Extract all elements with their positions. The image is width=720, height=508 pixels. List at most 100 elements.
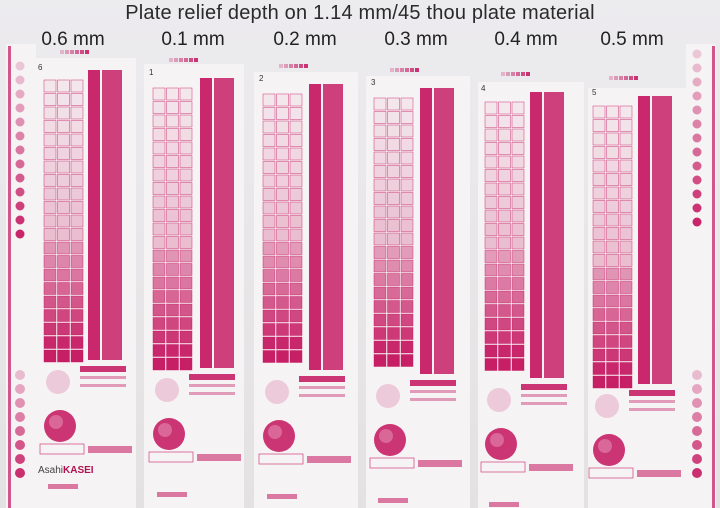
tone-cell [179, 357, 193, 371]
tone-cell [70, 336, 84, 349]
tone-cell [498, 196, 511, 209]
tone-cell [152, 141, 166, 155]
tone-cell [400, 273, 414, 286]
tone-cell [606, 132, 619, 146]
label-line [629, 408, 675, 411]
rosette-highlight [49, 415, 63, 429]
tone-bar-wide [214, 78, 234, 368]
header-swatch [80, 50, 84, 54]
tone-cell [262, 242, 276, 255]
tone-cell [57, 201, 70, 214]
tone-cell [498, 263, 511, 277]
header-swatch [405, 68, 409, 72]
tone-cell [262, 282, 276, 296]
tone-cell [179, 344, 193, 357]
tone-cell [289, 93, 303, 107]
tone-cell [511, 250, 525, 263]
tone-cell [57, 106, 70, 120]
tone-cell [484, 277, 498, 290]
tone-cell [592, 132, 606, 146]
plate-number-1: 1 [149, 68, 154, 77]
scale-strip [480, 461, 526, 473]
plate-number-3: 3 [371, 78, 376, 87]
tone-cell [619, 254, 633, 267]
tone-cell [592, 213, 606, 227]
tone-cell [619, 186, 633, 200]
tone-cell [166, 195, 179, 209]
tone-cell [179, 182, 193, 195]
tone-cell [166, 101, 179, 114]
tone-cell [262, 93, 276, 107]
rosette-light [155, 378, 179, 402]
tone-cell [179, 249, 193, 263]
header-swatch [304, 64, 308, 68]
tone-cell [606, 200, 619, 213]
tone-cell [606, 119, 619, 132]
tone-cell [387, 97, 400, 111]
tone-cell [387, 124, 400, 138]
tone-cell [400, 219, 414, 232]
tone-cell [387, 327, 400, 340]
tone-cell [276, 134, 289, 147]
tone-cell [57, 79, 70, 93]
plate-number-6: 6 [38, 63, 43, 72]
tone-cell [57, 147, 70, 160]
tone-cell [387, 219, 400, 232]
tone-cell [276, 323, 289, 336]
edge-line-left [8, 46, 11, 508]
header-swatch [501, 72, 505, 76]
tone-cell [276, 269, 289, 282]
tone-cell [484, 331, 498, 344]
tone-cell [387, 313, 400, 327]
tone-cell [484, 263, 498, 277]
tone-cell [289, 323, 303, 336]
tone-cell [387, 205, 400, 219]
tone-cell [619, 375, 633, 389]
tone-cell [484, 182, 498, 196]
tone-cell [373, 178, 387, 192]
label-line [80, 376, 126, 379]
tone-cell [166, 317, 179, 330]
rosette-solid [485, 428, 517, 460]
tone-cell [484, 196, 498, 209]
tone-cell [373, 138, 387, 151]
tone-cell [606, 281, 619, 294]
tone-cell [592, 281, 606, 294]
tone-cell [57, 120, 70, 133]
margin-dot [15, 89, 25, 99]
margin-dot [15, 398, 25, 408]
tone-cell [373, 313, 387, 327]
tone-cell [152, 209, 166, 222]
tone-cell [166, 168, 179, 182]
tone-cell [400, 97, 414, 111]
margin-dot [15, 159, 25, 169]
tone-cell [592, 227, 606, 240]
tone-cell [152, 357, 166, 371]
density-strip [307, 456, 351, 463]
margin-dot [692, 189, 702, 199]
label-bar [629, 390, 675, 396]
tone-cell [57, 268, 70, 282]
tone-cell [262, 228, 276, 242]
tone-cell [43, 79, 57, 93]
label-bar [189, 374, 235, 380]
photo-title: Plate relief depth on 1.14 mm/45 thou pl… [125, 2, 595, 24]
tone-cell [592, 105, 606, 119]
tone-cell [592, 119, 606, 132]
tone-cell [592, 159, 606, 173]
tone-cell [166, 182, 179, 195]
tone-cell [262, 147, 276, 161]
tone-cell [511, 290, 525, 304]
tone-cell [289, 174, 303, 188]
label-bar [299, 376, 345, 382]
tone-cell [70, 309, 84, 322]
tone-cell [400, 111, 414, 124]
tone-cell [373, 340, 387, 354]
header-swatch [415, 68, 419, 72]
tone-cell [43, 336, 57, 349]
tone-cell [373, 327, 387, 340]
tone-cell [289, 201, 303, 215]
column-label-0-4mm: 0.4 mm [494, 29, 558, 50]
tone-cell [166, 276, 179, 290]
tone-cell [400, 313, 414, 327]
